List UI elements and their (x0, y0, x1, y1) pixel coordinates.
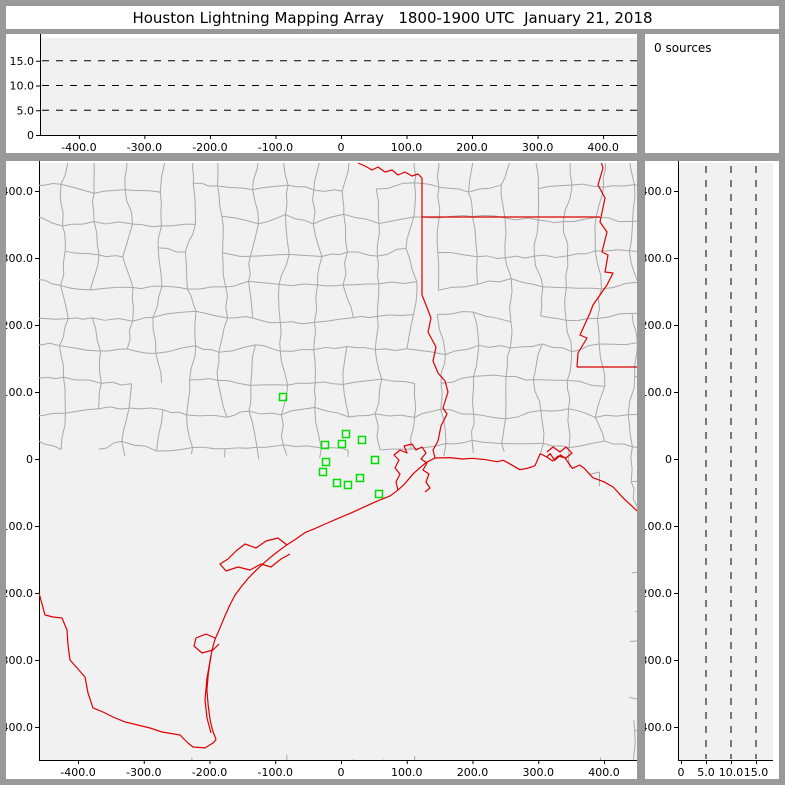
sources-count-label: 0 sources (654, 41, 712, 55)
lma-station-marker (320, 440, 330, 450)
x-tick-label: 400.0 (587, 141, 619, 153)
coastline (206, 453, 637, 740)
alt-ns-plot[interactable]: 400.0 300.0 200.0 100.0 0 -100.0 -200.0 -300.0 -… (645, 161, 779, 779)
plot-background (40, 38, 637, 135)
state-borders (39, 163, 637, 749)
lma-stations (278, 392, 384, 499)
axes (40, 34, 637, 136)
dashed-altitude-gridlines (42, 60, 637, 111)
sources-count-panel: 0 sources (645, 34, 779, 153)
x-tick-label: -400.0 (60, 766, 95, 779)
lma-station-marker (357, 435, 367, 445)
lma-station-marker (337, 439, 347, 449)
lma-station-marker (332, 478, 342, 488)
tick-labels: 400.0 300.0 200.0 100.0 0 -100.0 -200.0 -300.0 -… (645, 185, 768, 779)
axes (678, 161, 773, 761)
y-tick-label: 400.0 (645, 185, 672, 198)
y-tick-label: 100.0 (645, 386, 672, 399)
x-tick-label: 400.0 (588, 766, 620, 779)
plot-background (678, 163, 773, 760)
bay-outline (393, 443, 431, 493)
tick-labels: 0 5.0 10.0 15.0 -400.0 -300.0 -200.0 -100.0 0 100… (10, 55, 619, 153)
x-tick-label: 200.0 (456, 141, 488, 153)
altitude-vs-eastwest-panel[interactable]: 0 5.0 10.0 15.0 -400.0 -300.0 -200.0 -100.0 0 100… (6, 34, 637, 153)
x-tick-label: 0 (337, 766, 344, 779)
altitude-vs-northsouth-panel[interactable]: 400.0 300.0 200.0 100.0 0 -100.0 -200.0 -300.0 -… (645, 161, 779, 779)
plot-background (39, 163, 637, 760)
y-tick-label: 400.0 (6, 185, 33, 198)
y-tick-label: 0 (27, 129, 34, 142)
y-tick-label: -300.0 (6, 654, 33, 667)
y-tick-label: 10.0 (10, 80, 35, 93)
plan-view-map-panel[interactable]: 400.0 300.0 200.0 100.0 0 -100.0 -200.0 -300.0 -… (6, 161, 637, 779)
y-tick-label: -200.0 (6, 587, 33, 600)
x-tick-label: 10.0 (719, 766, 744, 779)
x-tick-label: 300.0 (522, 141, 554, 153)
y-tick-label: -100.0 (6, 520, 33, 533)
y-tick-label: -400.0 (6, 721, 33, 734)
title-bar: Houston Lightning Mapping Array 1800-190… (6, 6, 779, 29)
bay-outline (219, 537, 291, 572)
x-tick-label: 100.0 (391, 766, 423, 779)
lma-station-marker (341, 429, 351, 439)
alt-ew-plot[interactable]: 0 5.0 10.0 15.0 -400.0 -300.0 -200.0 -100.0 0 100… (6, 34, 637, 153)
x-tick-label: -100.0 (258, 141, 293, 153)
lma-station-marker (278, 392, 288, 402)
lma-station-marker (374, 489, 384, 499)
x-tick-label: 5.0 (697, 766, 715, 779)
x-tick-label: 300.0 (523, 766, 555, 779)
y-tick-label: 200.0 (6, 319, 33, 332)
x-tick-label: -400.0 (61, 141, 96, 153)
y-tick-label: -300.0 (645, 654, 672, 667)
dashed-altitude-gridlines (705, 166, 757, 759)
lma-station-marker (370, 455, 380, 465)
tick-labels: 400.0 300.0 200.0 100.0 0 -100.0 -200.0 -300.0 -… (6, 185, 620, 779)
x-tick-label: -300.0 (127, 141, 162, 153)
rio-grande-border (39, 592, 217, 749)
x-tick-label: 15.0 (744, 766, 769, 779)
y-tick-label: 15.0 (10, 55, 35, 68)
bay-outline (193, 633, 220, 654)
x-tick-label: -200.0 (192, 766, 227, 779)
y-tick-label: 200.0 (645, 319, 672, 332)
lma-station-marker (355, 473, 365, 483)
x-tick-label: -200.0 (192, 141, 227, 153)
tick-marks (35, 191, 606, 764)
x-tick-label: 0 (678, 766, 685, 779)
y-tick-label: -200.0 (645, 587, 672, 600)
y-tick-label: 300.0 (6, 252, 33, 265)
bay-outline (546, 446, 573, 462)
x-tick-label: -300.0 (126, 766, 161, 779)
x-tick-label: 0 (337, 141, 344, 153)
x-tick-label: -100.0 (258, 766, 293, 779)
y-tick-label: 300.0 (645, 252, 672, 265)
state-border-line (421, 178, 449, 459)
x-tick-label: 100.0 (391, 141, 423, 153)
y-tick-label: -100.0 (645, 520, 672, 533)
bay-outline (204, 655, 212, 734)
map-plot[interactable]: 400.0 300.0 200.0 100.0 0 -100.0 -200.0 -300.0 -… (6, 161, 637, 779)
axes (39, 161, 637, 761)
state-border-line (576, 163, 614, 368)
x-tick-label: 200.0 (457, 766, 489, 779)
lma-station-marker (321, 457, 331, 467)
tick-marks (36, 60, 605, 139)
y-tick-label: 100.0 (6, 386, 33, 399)
state-border-line (357, 163, 423, 179)
y-tick-label: -400.0 (645, 721, 672, 734)
lma-station-marker (318, 467, 328, 477)
lma-station-marker (343, 480, 353, 490)
tick-marks (674, 191, 757, 764)
y-tick-label: 0 (665, 453, 672, 466)
page-title: Houston Lightning Mapping Array 1800-190… (132, 8, 653, 27)
y-tick-label: 5.0 (17, 104, 35, 117)
y-tick-label: 0 (26, 453, 33, 466)
